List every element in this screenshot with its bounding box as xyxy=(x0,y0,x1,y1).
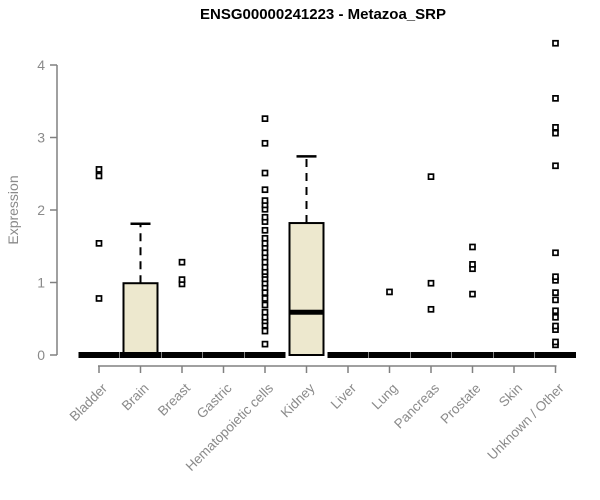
median-line xyxy=(289,309,324,315)
x-category-label: Prostate xyxy=(437,381,483,427)
zero-median-bar xyxy=(369,352,410,358)
outlier-point xyxy=(386,288,393,296)
outlier-point xyxy=(552,123,559,131)
outlier-point xyxy=(427,173,435,180)
outlier-point xyxy=(261,139,269,147)
outlier-point xyxy=(261,213,269,221)
y-tick-label: 0 xyxy=(37,347,45,363)
zero-median-bar xyxy=(410,352,452,358)
zero-median-bar xyxy=(493,352,535,358)
x-category-label: Breast xyxy=(155,380,193,418)
outlier-point xyxy=(552,249,559,257)
outlier-point xyxy=(552,273,559,281)
outlier-point xyxy=(261,340,269,348)
y-tick-label: 2 xyxy=(37,202,45,218)
zero-median-bar xyxy=(535,352,576,358)
outlier-point xyxy=(261,226,269,234)
outlier-point xyxy=(552,129,559,137)
outlier-point xyxy=(95,172,103,180)
outlier-point xyxy=(95,295,103,302)
x-category-label: Liver xyxy=(328,380,360,412)
outlier-point xyxy=(427,305,435,313)
box xyxy=(122,282,159,357)
outlier-point xyxy=(95,166,103,173)
zero-median-bar xyxy=(78,352,120,358)
outlier-point xyxy=(95,240,103,247)
outlier-point xyxy=(261,197,269,204)
x-category-label: Skin xyxy=(496,381,525,410)
x-category-label: Lung xyxy=(369,381,401,413)
y-tick-label: 3 xyxy=(37,130,45,146)
outlier-point xyxy=(552,338,559,346)
outlier-point xyxy=(552,94,559,102)
outlier-point xyxy=(261,301,269,309)
outlier-point xyxy=(552,322,559,330)
x-category-label: Pancreas xyxy=(391,380,442,431)
y-tick-label: 1 xyxy=(37,275,45,291)
outlier-point xyxy=(261,186,269,194)
outlier-point xyxy=(178,276,186,283)
outlier-point xyxy=(469,261,476,268)
outlier-point xyxy=(469,243,476,251)
outlier-point xyxy=(261,115,269,123)
outlier-point xyxy=(261,308,269,316)
outlier-point xyxy=(552,162,559,170)
zero-median-bar xyxy=(244,352,286,358)
x-category-label: Bladder xyxy=(67,380,111,424)
outlier-point xyxy=(552,289,559,296)
outlier-point xyxy=(261,327,269,335)
outlier-point xyxy=(552,313,559,321)
outlier-point xyxy=(469,290,476,298)
outlier-point xyxy=(552,307,559,315)
x-category-label: Gastric xyxy=(194,380,235,421)
zero-median-bar xyxy=(203,352,244,358)
y-tick-label: 4 xyxy=(37,57,45,73)
zero-median-bar xyxy=(327,352,369,358)
zero-median-bar xyxy=(452,352,493,358)
outlier-point xyxy=(261,234,269,242)
outlier-point xyxy=(178,258,186,266)
x-category-label: Unknown / Other xyxy=(484,380,567,463)
outlier-point xyxy=(552,296,559,304)
outlier-point xyxy=(427,279,435,287)
zero-median-bar xyxy=(161,352,203,358)
x-category-label: Kidney xyxy=(278,380,318,420)
outlier-point xyxy=(261,295,269,302)
outlier-point xyxy=(261,169,269,177)
zero-median-bar xyxy=(120,352,161,358)
chart-title: ENSG00000241223 - Metazoa_SRP xyxy=(200,6,446,23)
box xyxy=(288,222,325,356)
outlier-point xyxy=(552,39,559,47)
x-category-label: Brain xyxy=(119,381,152,414)
